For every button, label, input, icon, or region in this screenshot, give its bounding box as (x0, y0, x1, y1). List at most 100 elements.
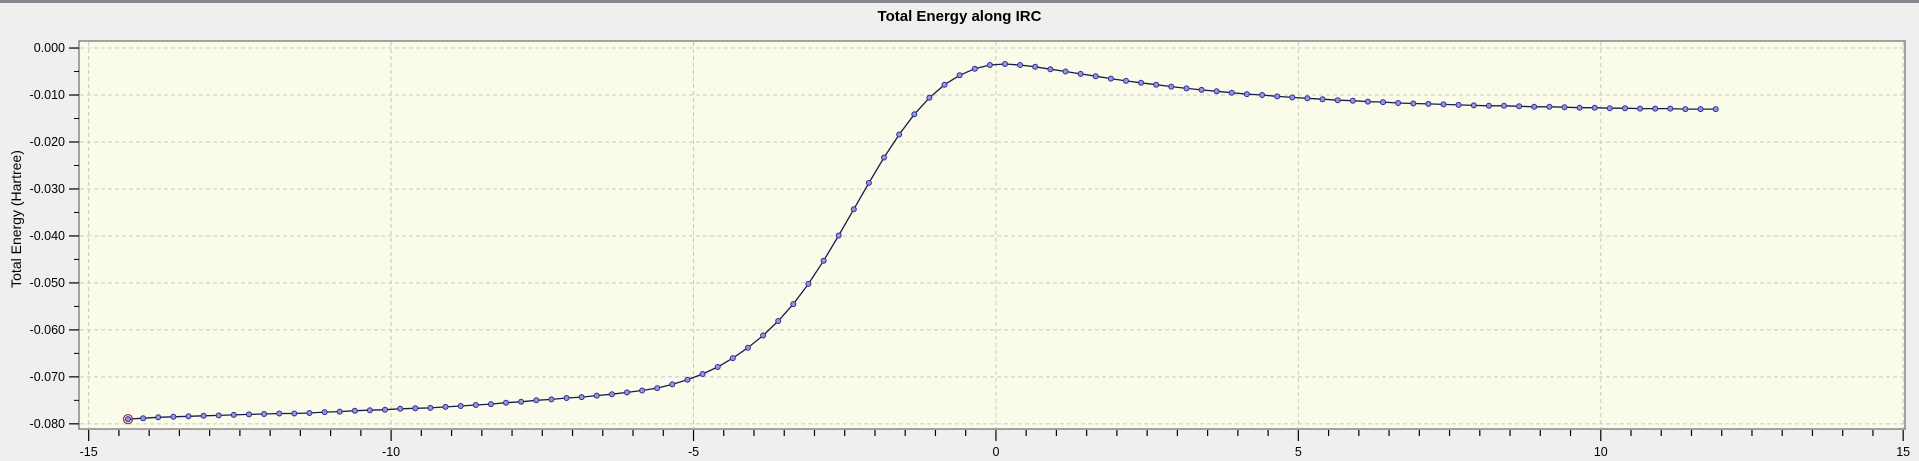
data-point[interactable] (1334, 97, 1341, 104)
data-point[interactable] (215, 412, 222, 419)
data-point[interactable] (1319, 96, 1326, 103)
data-point[interactable] (714, 364, 721, 370)
data-point[interactable] (563, 395, 570, 401)
data-point[interactable] (1395, 100, 1402, 106)
data-point[interactable] (185, 413, 192, 420)
data-point[interactable] (790, 301, 797, 308)
data-point[interactable] (518, 398, 525, 405)
data-point[interactable] (170, 413, 177, 420)
data-point[interactable] (1123, 77, 1129, 84)
data-point[interactable] (1364, 98, 1371, 105)
data-point[interactable] (1198, 86, 1205, 93)
data-point[interactable] (986, 62, 993, 68)
data-point[interactable] (1501, 102, 1507, 109)
data-point[interactable] (442, 403, 449, 410)
data-point[interactable] (1622, 105, 1628, 112)
data-point[interactable] (1546, 103, 1553, 110)
data-point[interactable] (366, 407, 373, 414)
data-point[interactable] (261, 411, 268, 417)
data-point[interactable] (1274, 93, 1281, 100)
data-point[interactable] (291, 410, 298, 417)
data-point[interactable] (382, 406, 388, 413)
data-point[interactable] (1425, 100, 1432, 107)
data-point[interactable] (140, 415, 147, 422)
data-point[interactable] (1304, 95, 1311, 102)
data-point[interactable] (593, 392, 600, 399)
data-point[interactable] (760, 332, 767, 339)
data-point[interactable] (1062, 68, 1069, 75)
data-point[interactable] (1606, 105, 1613, 112)
data-point[interactable] (971, 65, 978, 72)
data-point[interactable] (1440, 101, 1447, 108)
data-point[interactable] (1697, 106, 1704, 113)
data-point[interactable] (1092, 73, 1099, 80)
data-point[interactable] (1652, 105, 1659, 112)
data-point[interactable] (1455, 101, 1462, 108)
data-point[interactable] (246, 411, 252, 418)
data-point[interactable] (1213, 88, 1220, 95)
data-point[interactable] (775, 318, 782, 324)
data-point[interactable] (1289, 94, 1296, 101)
data-point[interactable] (1138, 79, 1145, 86)
data-point[interactable] (941, 81, 948, 88)
data-point[interactable] (850, 206, 857, 213)
data-point[interactable] (1243, 91, 1250, 98)
data-point[interactable] (306, 410, 313, 416)
data-point[interactable] (1637, 105, 1644, 112)
data-point[interactable] (820, 257, 827, 264)
data-point[interactable] (487, 401, 494, 408)
data-point[interactable] (865, 179, 872, 186)
data-point[interactable] (1561, 104, 1568, 111)
data-point[interactable] (472, 402, 479, 408)
data-point[interactable] (1168, 83, 1175, 90)
data-point[interactable] (639, 387, 646, 394)
data-point[interactable] (1047, 66, 1054, 73)
data-point[interactable] (956, 72, 963, 79)
data-point[interactable] (835, 232, 842, 239)
data-point[interactable] (1017, 62, 1024, 68)
data-point[interactable] (533, 397, 540, 404)
data-point[interactable] (805, 280, 812, 287)
data-point[interactable] (1077, 70, 1084, 77)
data-point[interactable] (548, 396, 555, 403)
data-point[interactable] (351, 407, 358, 414)
data-point[interactable] (1576, 104, 1583, 111)
data-point[interactable] (457, 403, 464, 409)
data-point[interactable] (276, 410, 283, 417)
data-point[interactable] (1032, 63, 1039, 70)
data-point[interactable] (1485, 102, 1492, 109)
data-point[interactable] (1516, 103, 1523, 110)
data-point[interactable] (624, 389, 630, 396)
data-point[interactable] (336, 408, 343, 415)
data-point[interactable] (1410, 100, 1417, 107)
data-point[interactable] (1667, 105, 1674, 112)
data-point[interactable] (200, 412, 207, 419)
data-point[interactable] (744, 344, 751, 351)
data-point[interactable] (397, 405, 404, 412)
data-point[interactable] (1591, 104, 1598, 111)
data-point[interactable] (654, 385, 661, 392)
data-point[interactable] (1380, 99, 1386, 106)
data-point[interactable] (729, 355, 736, 362)
data-point[interactable] (1682, 106, 1689, 113)
data-point[interactable] (321, 409, 328, 416)
data-point[interactable] (155, 414, 162, 421)
data-point[interactable] (1153, 81, 1160, 88)
data-point[interactable] (1531, 103, 1538, 110)
data-point[interactable] (684, 376, 691, 383)
data-point[interactable] (1002, 61, 1008, 67)
data-point[interactable] (503, 399, 509, 406)
data-point[interactable] (125, 416, 131, 423)
data-point[interactable] (427, 404, 434, 411)
data-point[interactable] (881, 154, 887, 161)
data-point[interactable] (699, 371, 706, 377)
data-point[interactable] (896, 131, 903, 138)
data-point[interactable] (1107, 75, 1114, 82)
data-point[interactable] (578, 394, 585, 401)
data-point[interactable] (926, 94, 933, 101)
data-point[interactable] (1470, 102, 1477, 109)
data-point[interactable] (1259, 92, 1266, 98)
data-point[interactable] (669, 381, 676, 388)
data-point[interactable] (1349, 97, 1356, 104)
data-point[interactable] (911, 111, 918, 118)
